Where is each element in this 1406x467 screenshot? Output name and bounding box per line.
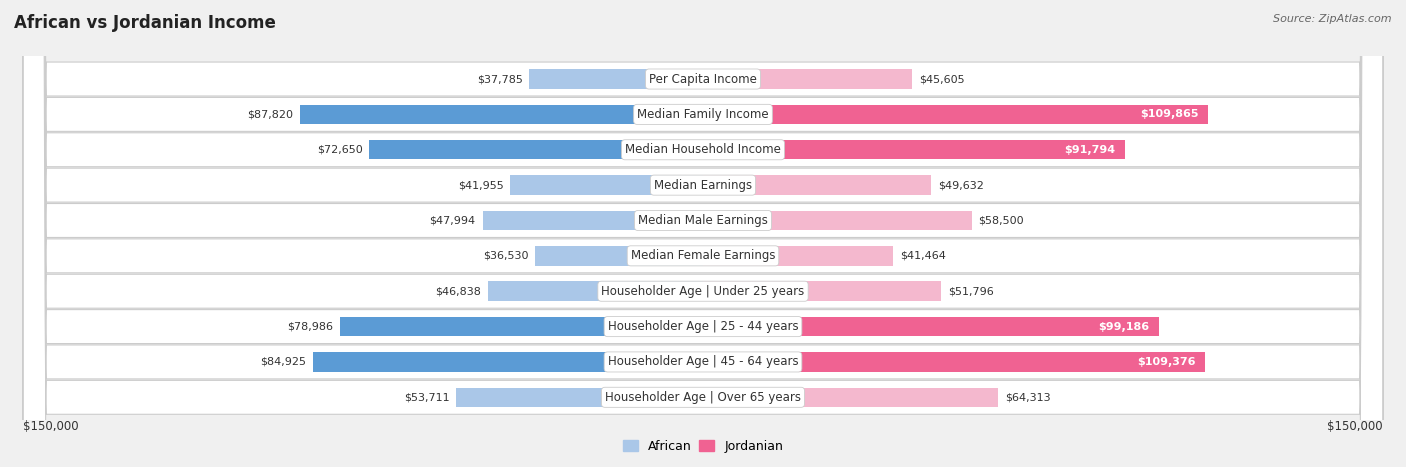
Bar [703, 140, 1125, 160]
Text: $53,711: $53,711 [404, 392, 450, 402]
Text: $47,994: $47,994 [430, 215, 475, 226]
Text: $84,925: $84,925 [260, 357, 307, 367]
Text: Householder Age | Under 25 years: Householder Age | Under 25 years [602, 285, 804, 298]
Bar [703, 352, 1205, 372]
FancyBboxPatch shape [24, 0, 1382, 467]
FancyBboxPatch shape [24, 0, 1382, 467]
Text: Householder Age | 25 - 44 years: Householder Age | 25 - 44 years [607, 320, 799, 333]
Bar [703, 176, 931, 195]
Bar [314, 352, 703, 372]
Text: $46,838: $46,838 [434, 286, 481, 296]
Bar [530, 69, 703, 89]
FancyBboxPatch shape [24, 0, 1382, 467]
Text: Per Capita Income: Per Capita Income [650, 72, 756, 85]
Bar [703, 317, 1159, 336]
Text: Source: ZipAtlas.com: Source: ZipAtlas.com [1274, 14, 1392, 24]
Text: Householder Age | Over 65 years: Householder Age | Over 65 years [605, 391, 801, 404]
Text: $45,605: $45,605 [920, 74, 965, 84]
FancyBboxPatch shape [24, 0, 1382, 467]
Text: African vs Jordanian Income: African vs Jordanian Income [14, 14, 276, 32]
Text: Householder Age | 45 - 64 years: Householder Age | 45 - 64 years [607, 355, 799, 368]
Bar [703, 246, 893, 266]
Bar [703, 282, 941, 301]
Text: $87,820: $87,820 [247, 109, 292, 120]
Bar [340, 317, 703, 336]
Text: $58,500: $58,500 [979, 215, 1024, 226]
Bar [488, 282, 703, 301]
Text: $109,865: $109,865 [1140, 109, 1198, 120]
Bar [703, 388, 998, 407]
Text: Median Family Income: Median Family Income [637, 108, 769, 121]
Text: $49,632: $49,632 [938, 180, 984, 190]
Text: $72,650: $72,650 [316, 145, 363, 155]
Text: $150,000: $150,000 [1327, 419, 1382, 432]
Bar [299, 105, 703, 124]
Text: $78,986: $78,986 [287, 322, 333, 332]
Bar [510, 176, 703, 195]
Text: $51,796: $51,796 [948, 286, 994, 296]
FancyBboxPatch shape [24, 0, 1382, 467]
Bar [370, 140, 703, 160]
FancyBboxPatch shape [24, 0, 1382, 467]
Text: $36,530: $36,530 [482, 251, 529, 261]
Bar [703, 105, 1208, 124]
Text: Median Male Earnings: Median Male Earnings [638, 214, 768, 227]
Text: $109,376: $109,376 [1137, 357, 1197, 367]
Text: $41,955: $41,955 [458, 180, 503, 190]
Text: Median Earnings: Median Earnings [654, 178, 752, 191]
Text: $37,785: $37,785 [477, 74, 523, 84]
Text: $41,464: $41,464 [900, 251, 946, 261]
Bar [703, 211, 972, 230]
Bar [536, 246, 703, 266]
FancyBboxPatch shape [24, 0, 1382, 467]
Text: Median Household Income: Median Household Income [626, 143, 780, 156]
FancyBboxPatch shape [24, 0, 1382, 467]
Text: $64,313: $64,313 [1005, 392, 1050, 402]
Text: Median Female Earnings: Median Female Earnings [631, 249, 775, 262]
Text: $91,794: $91,794 [1064, 145, 1115, 155]
Text: $99,186: $99,186 [1098, 322, 1149, 332]
Text: $150,000: $150,000 [24, 419, 79, 432]
Legend: African, Jordanian: African, Jordanian [619, 435, 787, 458]
FancyBboxPatch shape [24, 0, 1382, 467]
Bar [457, 388, 703, 407]
Bar [703, 69, 912, 89]
FancyBboxPatch shape [24, 0, 1382, 467]
Bar [482, 211, 703, 230]
